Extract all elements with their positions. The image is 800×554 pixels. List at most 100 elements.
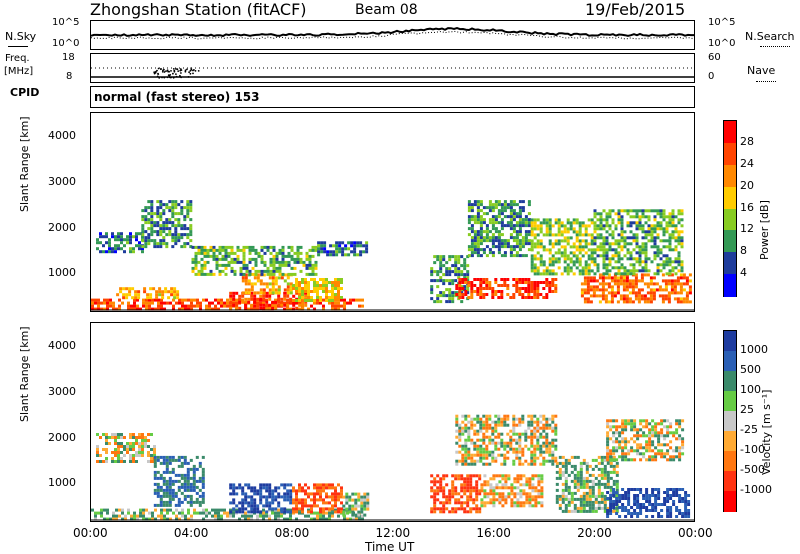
nsky-tick-low: 10^0 xyxy=(52,38,80,49)
y-tick-label: 3000 xyxy=(48,174,76,188)
freq-label-2: [MHz] xyxy=(4,66,34,77)
nave-point xyxy=(197,70,200,72)
nave-point xyxy=(168,70,170,73)
freq-panel xyxy=(90,53,695,83)
scatter-region-13 xyxy=(580,273,692,304)
colorbar-tick-label: 28 xyxy=(740,134,754,148)
nave-point xyxy=(175,73,177,75)
nave-point xyxy=(180,76,182,79)
scatter-region-14 xyxy=(593,209,684,276)
velocity-ylabel: Slant Range [km] xyxy=(18,326,31,422)
nave-point xyxy=(156,69,158,72)
scatter-region-10 xyxy=(455,278,558,299)
colorbar-tick-label: 4 xyxy=(740,266,747,280)
nsearch-legend-line xyxy=(760,46,790,47)
nsky-label: N.Sky xyxy=(5,30,37,43)
colorbar-segment xyxy=(724,142,736,166)
colorbar-segment xyxy=(724,471,736,492)
colorbar-tick-label: 20 xyxy=(740,178,754,192)
velocity-scale-label: Velocity [m s⁻¹] xyxy=(760,389,773,475)
nave-point xyxy=(153,71,156,74)
nave-point xyxy=(192,72,194,75)
colorbar-segment xyxy=(724,431,736,452)
nave-point xyxy=(155,70,157,73)
nave-point xyxy=(163,71,166,73)
scatter-region-7 xyxy=(191,245,318,276)
nave-point xyxy=(175,75,178,78)
y-tick-label: 2000 xyxy=(48,430,76,444)
scatter-region-3 xyxy=(229,483,293,514)
colorbar-segment xyxy=(724,351,736,372)
colorbar-tick-label: 8 xyxy=(740,244,747,258)
nsky-tick-high: 10^5 xyxy=(52,17,80,28)
nave-point xyxy=(179,68,182,70)
colorbar-segment xyxy=(724,391,736,412)
colorbar-segment xyxy=(724,186,736,209)
cpid-mode: normal (fast stereo) 153 xyxy=(94,90,260,104)
nave-point xyxy=(172,68,175,70)
colorbar-tick-label: -100 xyxy=(740,443,765,456)
colorbar-tick-label: -25 xyxy=(740,423,758,436)
nave-point xyxy=(194,70,197,72)
nave-point xyxy=(161,70,164,73)
nave-point xyxy=(184,70,187,73)
nave-point xyxy=(189,72,192,75)
colorbar-segment xyxy=(724,252,736,275)
y-tick-label: 4000 xyxy=(48,338,76,352)
nave-point xyxy=(160,68,162,70)
freq-tick-high: 18 xyxy=(62,52,75,63)
nave-point xyxy=(161,76,163,79)
cpid-label: CPID xyxy=(10,86,40,99)
nave-point xyxy=(163,76,166,79)
nave-point xyxy=(187,76,190,78)
nave-point xyxy=(177,70,180,72)
colorbar-segment xyxy=(724,121,736,144)
nave-legend-line xyxy=(756,81,776,82)
colorbar-segment xyxy=(724,371,736,392)
colorbar-segment xyxy=(724,208,736,231)
nave-point xyxy=(165,70,167,72)
y-tick-label: 2000 xyxy=(48,220,76,234)
nave-point xyxy=(168,74,171,77)
scatter-region-4 xyxy=(292,483,343,514)
colorbar-tick-label: 500 xyxy=(740,363,761,376)
noise-panel xyxy=(90,20,695,50)
nave-point xyxy=(172,76,175,79)
scatter-region-0 xyxy=(91,298,364,311)
nave-point xyxy=(188,71,190,74)
cpid-panel: normal (fast stereo) 153 xyxy=(90,86,695,108)
nave-point xyxy=(179,69,182,72)
freq-trace xyxy=(91,67,694,79)
scatter-region-8 xyxy=(317,241,369,257)
x-tick-label: 12:00 xyxy=(375,526,411,540)
scatter-region-4 xyxy=(292,278,343,302)
freq-tick-low: 8 xyxy=(66,71,73,82)
colorbar-segment xyxy=(724,331,736,352)
date-label: 19/Feb/2015 xyxy=(585,0,686,19)
nave-point xyxy=(157,67,160,70)
nave-point xyxy=(173,70,176,73)
station-title: Zhongshan Station (fitACF) xyxy=(90,0,307,19)
scatter-region-1 xyxy=(96,433,156,463)
x-tick-label: 16:00 xyxy=(476,526,511,540)
scatter-region-8 xyxy=(455,414,558,466)
nsearch-label: N.Search xyxy=(745,30,795,43)
scatter-region-2 xyxy=(153,455,205,507)
colorbar-segment xyxy=(724,451,736,472)
nave-tick-high: 60 xyxy=(708,52,721,63)
x-tick-label: 20:00 xyxy=(577,526,612,540)
nave-point xyxy=(166,76,169,79)
nave-point xyxy=(162,69,164,72)
nave-label: Nave xyxy=(747,64,776,77)
nave-point xyxy=(157,72,159,75)
x-tick-label: 00:00 xyxy=(678,526,713,540)
power-panel xyxy=(90,112,695,312)
beam-label: Beam 08 xyxy=(355,2,418,18)
y-tick-label: 1000 xyxy=(48,476,76,490)
y-tick-label: 4000 xyxy=(48,128,76,142)
nave-point xyxy=(153,72,156,75)
velocity-colorbar xyxy=(723,330,737,512)
x-tick-label: 00:00 xyxy=(73,526,108,540)
nave-point xyxy=(172,72,174,75)
colorbar-segment xyxy=(724,491,736,512)
